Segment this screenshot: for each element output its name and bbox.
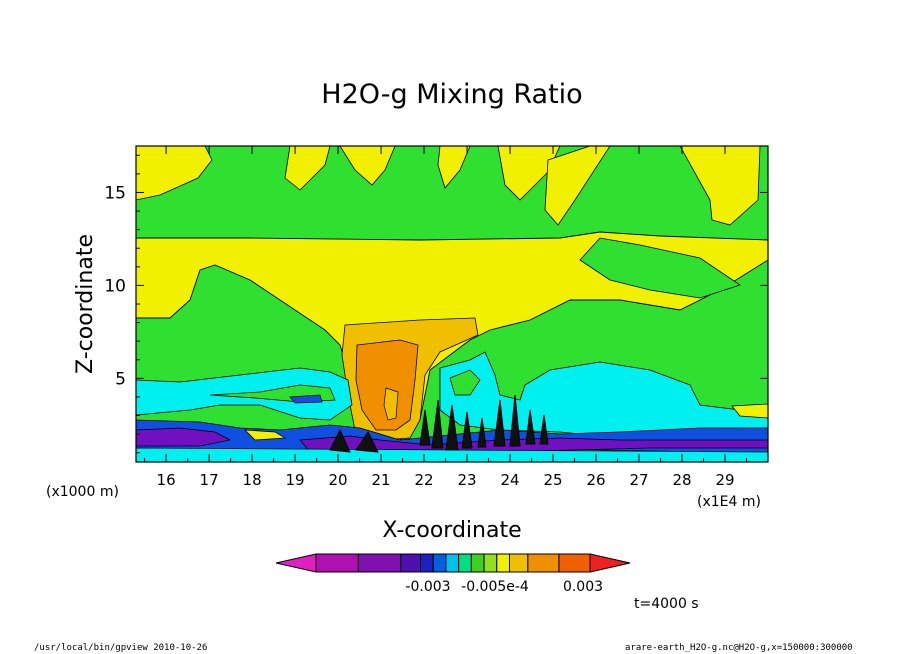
colorbar-cell <box>432 553 447 573</box>
green-pocket <box>579 237 741 299</box>
y-axis: 5 10 15 <box>104 154 768 454</box>
contour-field <box>136 146 768 462</box>
x-tick-label: 17 <box>200 471 219 489</box>
yellow-streak <box>284 146 331 191</box>
x-tick-label: 22 <box>415 471 434 489</box>
cyan-band <box>136 447 768 462</box>
colorbar-cell <box>315 553 359 573</box>
x-tick-label: 19 <box>286 471 305 489</box>
x-tick-label: 24 <box>500 471 519 489</box>
x-tick-label: 26 <box>586 471 605 489</box>
colorbar-cell <box>558 553 591 573</box>
colorbar-cell <box>420 553 434 573</box>
colorbar-cell <box>400 553 422 573</box>
footer-left: /usr/local/bin/gpview 2010-10-26 <box>34 643 207 653</box>
green-pocket <box>449 369 481 396</box>
orange-core <box>355 339 419 431</box>
colorbar-cell <box>483 553 498 573</box>
y-tick-label: 10 <box>104 276 126 296</box>
turbulence <box>329 394 549 453</box>
x-tick-label: 18 <box>243 471 262 489</box>
colorbar-label: -0.003 <box>405 579 450 595</box>
colorbar-label: -0.005e-4 <box>461 579 529 595</box>
footer-right: arare-earth_H2O-g.nc@H2O-g,x=150000:3000… <box>625 643 853 653</box>
yellow-streak <box>136 146 213 201</box>
colorbar-cell <box>589 553 631 573</box>
yellow-streak <box>679 146 761 226</box>
purple-band <box>136 427 232 447</box>
cyan-band <box>439 351 768 441</box>
colorbar-cell <box>445 553 460 573</box>
x-unit-right: (x1E4 m) <box>697 494 761 510</box>
time-label: t=4000 s <box>634 596 699 612</box>
x-tick-label: 27 <box>629 471 648 489</box>
x-tick-label: 20 <box>329 471 348 489</box>
colorbar-cell <box>357 553 402 573</box>
colorbar-cell <box>508 553 529 573</box>
colorbar-label: 0.003 <box>563 579 603 595</box>
x-tick-label: 16 <box>157 471 176 489</box>
x-axis: 16 17 18 19 20 21 22 23 24 25 26 27 28 29 <box>144 146 748 489</box>
yellow-streak <box>339 146 396 186</box>
colorbar-labels: -0.003 -0.005e-4 0.003 <box>405 579 603 595</box>
y-tick-label: 15 <box>104 183 126 203</box>
x-unit-left: (x1000 m) <box>46 484 119 500</box>
blue-blob <box>289 394 323 404</box>
x-tick-label: 28 <box>672 471 691 489</box>
colorbar-cell <box>275 553 317 573</box>
colorbar <box>275 553 631 573</box>
yellow-streak <box>497 146 561 201</box>
colorbar-cell <box>470 553 485 573</box>
x-axis-label: X-coordinate <box>382 518 521 543</box>
x-tick-label: 23 <box>458 471 477 489</box>
y-tick-label: 5 <box>115 369 126 389</box>
orange-inner <box>383 387 399 421</box>
chart-title: H2O-g Mixing Ratio <box>321 79 582 110</box>
yellow-streak <box>437 146 471 189</box>
yellow-streak <box>544 146 611 226</box>
colorbar-cell <box>527 553 560 573</box>
colorbar-cell <box>458 553 472 573</box>
y-axis-label: Z-coordinate <box>73 234 98 374</box>
x-tick-label: 25 <box>543 471 562 489</box>
yellow-patch <box>731 403 768 419</box>
x-tick-label: 21 <box>372 471 391 489</box>
yellow-patch <box>244 429 287 441</box>
colorbar-cell <box>496 553 510 573</box>
x-tick-label: 29 <box>715 471 734 489</box>
